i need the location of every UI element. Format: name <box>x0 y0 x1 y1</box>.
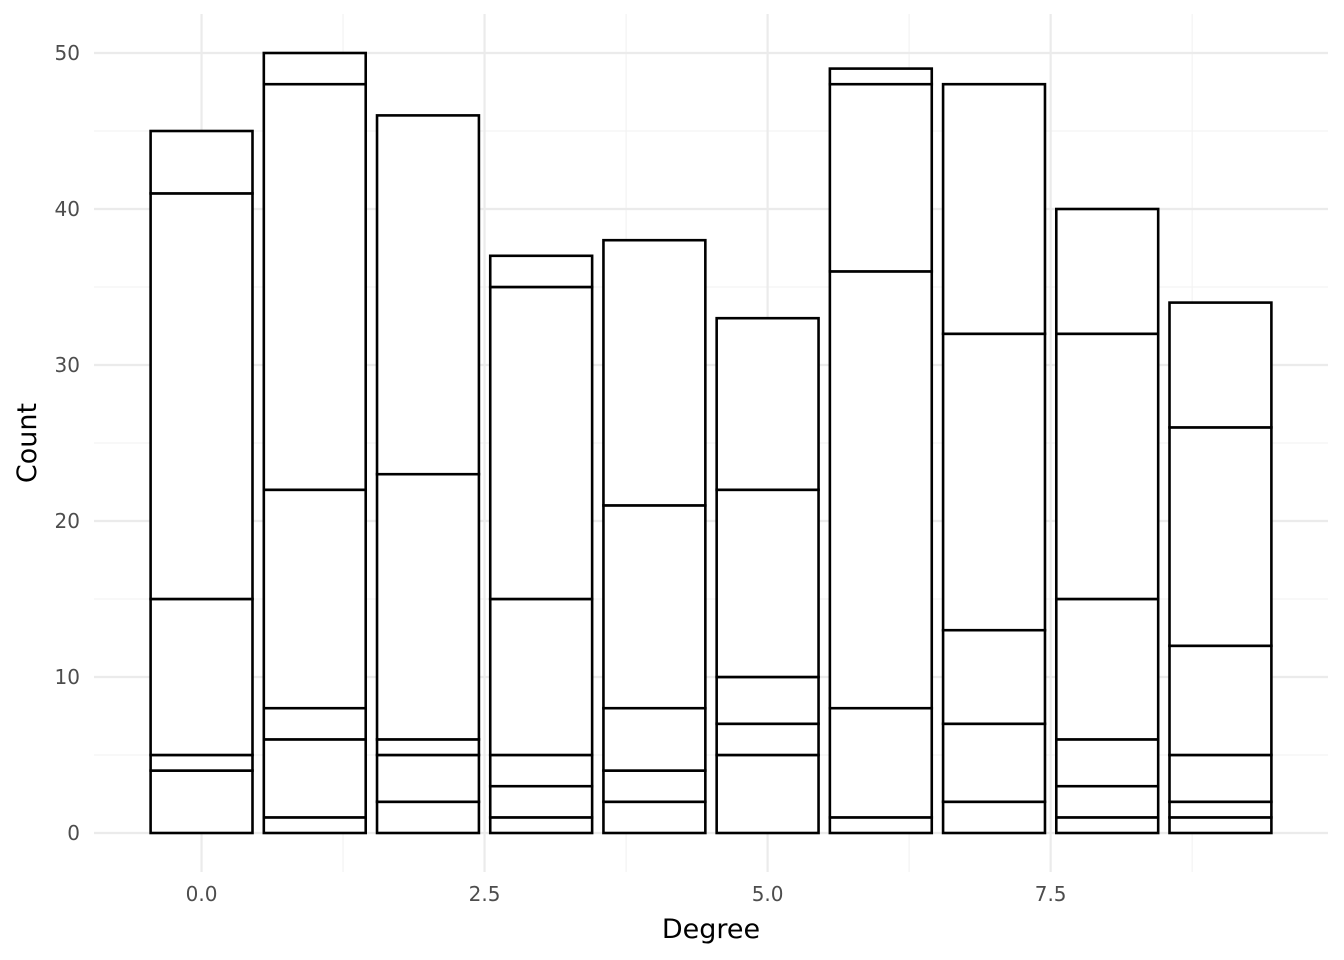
bar-segment <box>488 753 594 788</box>
bar-stack <box>262 51 368 835</box>
bar-segment <box>1168 800 1273 819</box>
bar-segment <box>262 51 368 86</box>
bar-segment <box>828 82 934 273</box>
x-axis-ticks: 0.0 2.5 5.0 7.5 <box>186 882 1067 906</box>
bar-segment <box>488 816 594 835</box>
bar-segment <box>1168 816 1273 835</box>
bar-segment <box>149 753 254 772</box>
bar-segment <box>1054 784 1160 819</box>
bar-segment <box>828 67 934 86</box>
bar-segment <box>941 332 1047 632</box>
bar-segment <box>602 238 707 507</box>
bar-segment <box>715 753 820 835</box>
x-tick-label: 2.5 <box>469 882 501 906</box>
bar-segment <box>602 706 707 772</box>
bar-stack <box>1168 301 1273 835</box>
bar-segment <box>941 800 1047 835</box>
bar-segment <box>262 706 368 741</box>
bar-stack <box>1054 207 1160 835</box>
bar-segment <box>1054 597 1160 741</box>
bar-segment <box>149 769 254 835</box>
bar-segment <box>375 114 481 476</box>
bar-segment <box>715 488 820 679</box>
x-axis-title: Degree <box>662 914 760 945</box>
bar-segment <box>1168 644 1273 757</box>
x-tick-label: 7.5 <box>1035 882 1067 906</box>
bar-stack <box>941 82 1047 835</box>
bar-segment <box>1054 332 1160 601</box>
bar-segment <box>149 129 254 195</box>
bar-segment <box>941 628 1047 726</box>
bar-segment <box>262 816 368 835</box>
bar-segment <box>488 285 594 601</box>
y-axis-ticks: 0 10 20 30 40 50 <box>55 41 80 845</box>
bar-segment <box>1054 207 1160 336</box>
bar-stack <box>602 238 707 835</box>
bar-segment <box>1054 738 1160 788</box>
y-tick-label: 50 <box>55 41 80 65</box>
bar-segment <box>828 816 934 835</box>
bar-segment <box>149 597 254 757</box>
bar-segment <box>715 675 820 726</box>
bar-segment <box>375 753 481 804</box>
bar-stack <box>375 114 481 835</box>
y-tick-label: 0 <box>67 821 80 845</box>
bars <box>149 51 1273 835</box>
bar-segment <box>262 488 368 710</box>
bar-segment <box>828 270 934 710</box>
y-tick-label: 20 <box>55 509 80 533</box>
bar-segment <box>488 254 594 289</box>
bar-segment <box>1168 753 1273 804</box>
y-axis-title: Count <box>12 403 43 483</box>
bar-segment <box>941 82 1047 336</box>
bar-segment <box>1054 816 1160 835</box>
bar-stack <box>715 316 820 835</box>
y-tick-label: 40 <box>55 197 80 221</box>
bar-segment <box>941 722 1047 804</box>
bar-segment <box>375 738 481 757</box>
bar-segment <box>262 738 368 819</box>
bar-segment <box>715 722 820 757</box>
bar-segment <box>375 472 481 741</box>
bar-segment <box>1168 301 1273 429</box>
y-tick-label: 10 <box>55 665 80 689</box>
bar-segment <box>149 192 254 601</box>
bar-segment <box>602 769 707 804</box>
x-tick-label: 0.0 <box>186 882 218 906</box>
x-tick-label: 5.0 <box>752 882 784 906</box>
bar-stack <box>828 67 934 835</box>
bar-segment <box>715 316 820 492</box>
bar-segment <box>1168 426 1273 648</box>
bar-segment <box>262 82 368 492</box>
bar-segment <box>602 800 707 835</box>
y-tick-label: 30 <box>55 353 80 377</box>
bar-stack <box>488 254 594 835</box>
bar-segment <box>488 784 594 819</box>
bar-segment <box>375 800 481 835</box>
bar-segment <box>602 504 707 710</box>
bar-segment <box>488 597 594 757</box>
bar-stack <box>149 129 254 835</box>
bar-segment <box>828 706 934 819</box>
